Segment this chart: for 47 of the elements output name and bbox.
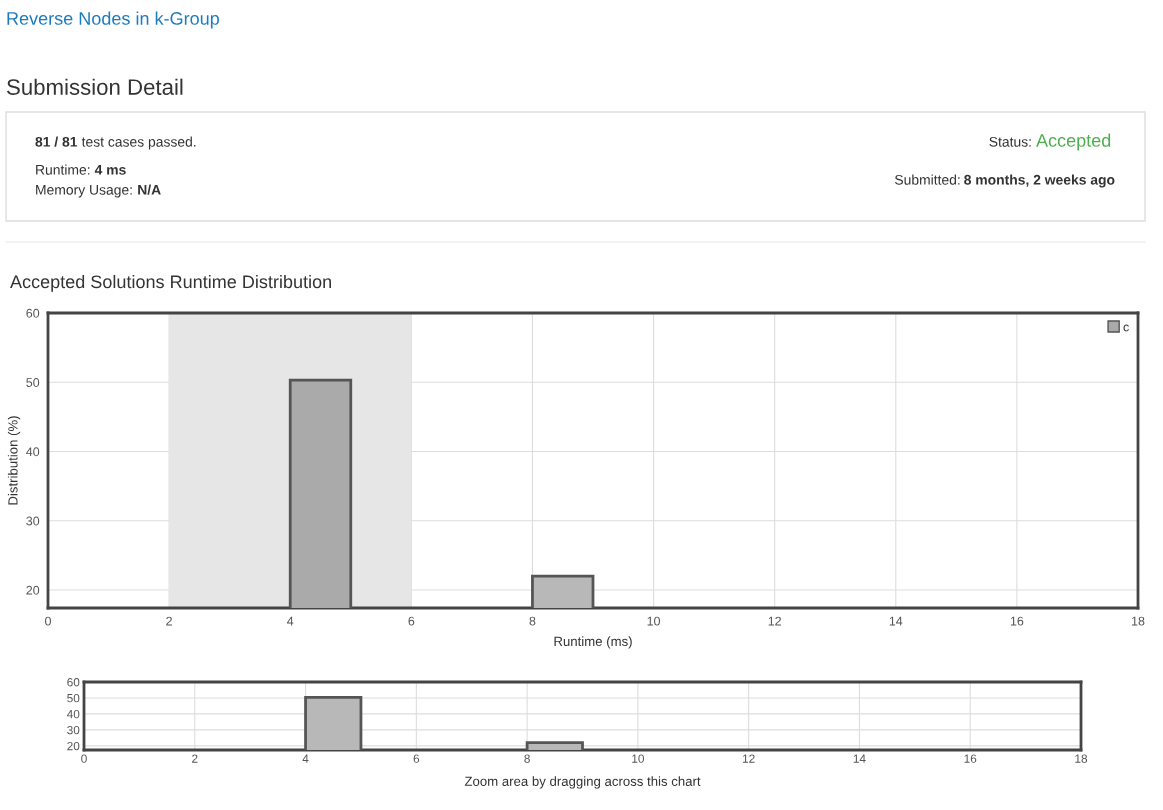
text: test cases passed.: [81, 136, 196, 150]
text: Status:: [989, 136, 1031, 147]
x-tick-label: 18: [1075, 754, 1088, 763]
x-tick-label: 6: [413, 754, 420, 763]
x-tick-label: 10: [647, 616, 661, 626]
x-tick-label: 14: [853, 754, 866, 763]
y-tick-label: 40: [66, 709, 80, 719]
y-tick-label: 50: [26, 378, 40, 387]
y-tick-label: 30: [67, 725, 80, 735]
text: 8 months, 2 weeks ago: [964, 174, 1115, 188]
text: Accepted: [1036, 133, 1111, 151]
x-tick-label: 12: [743, 754, 755, 763]
x-tick-label: 16: [964, 754, 977, 763]
x-tick-label: 8: [529, 616, 536, 626]
x-tick-label: 2: [192, 754, 198, 763]
x-tick-label: 4: [302, 754, 309, 763]
x-axis-title: Zoom area by dragging across this chart: [464, 776, 701, 789]
x-tick-label: 18: [1132, 616, 1145, 626]
text: N/A: [138, 184, 161, 195]
x-tick-label: 2: [166, 616, 172, 626]
x-axis-title: Runtime (ms): [554, 636, 632, 649]
y-tick-label: 20: [26, 585, 40, 595]
x-tick-label: 14: [889, 616, 903, 626]
y-tick-label: 30: [26, 516, 40, 526]
chart-title: Accepted Solutions Runtime Distribution: [10, 274, 331, 292]
text: Submitted:: [894, 174, 960, 185]
x-tick-label: 4: [287, 616, 294, 626]
text: Runtime:: [36, 164, 90, 175]
y-tick-label: 50: [67, 694, 80, 703]
x-tick-label: 6: [408, 616, 415, 626]
legend-label: c: [1123, 324, 1129, 332]
y-tick-label: 60: [67, 678, 80, 687]
text: 81 / 81: [35, 136, 78, 147]
y-tick-label: 20: [67, 741, 80, 751]
x-tick-label: 16: [1010, 616, 1024, 626]
text: 4 ms: [94, 165, 126, 175]
x-tick-label: 8: [524, 754, 530, 763]
text: Memory Usage:: [36, 185, 132, 198]
x-tick-label: 12: [768, 616, 781, 626]
x-tick-label: 0: [81, 754, 87, 763]
x-tick-label: 0: [45, 616, 51, 626]
text: Reverse Nodes in k-Group: [7, 11, 219, 29]
text: Submission Detail: [7, 78, 183, 95]
x-tick-label: 10: [632, 754, 644, 763]
y-tick-label: 40: [26, 447, 40, 457]
y-tick-label: 60: [26, 308, 40, 318]
y-axis-title: Distribution (%): [7, 416, 21, 505]
